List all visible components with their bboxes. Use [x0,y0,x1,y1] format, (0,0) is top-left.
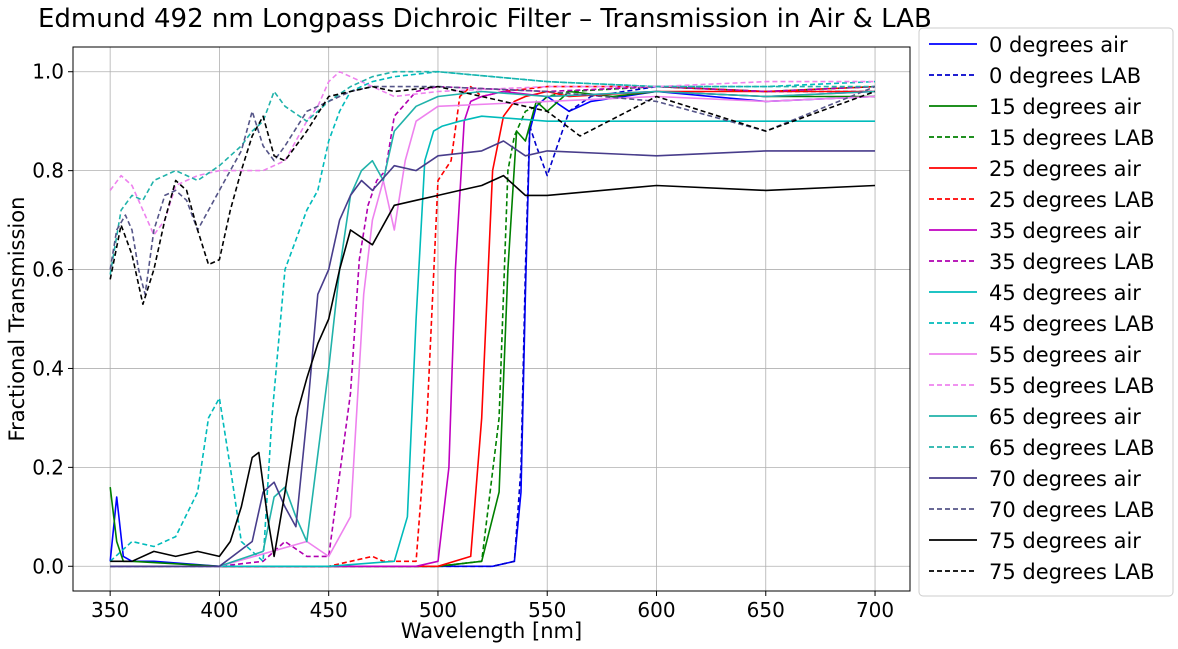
series-line-75-degrees-air [110,174,876,563]
series-group [109,70,876,568]
plot-background [73,47,910,591]
legend-label: 15 degrees LAB [989,126,1155,150]
y-tick-label: 1.0 [32,60,64,84]
y-tick-label: 0.2 [32,455,64,479]
x-tick-label: 550 [528,598,566,622]
series-line-65-degrees-lab [109,70,875,275]
y-tick-label: 0.0 [32,554,64,578]
legend-label: 75 degrees air [989,529,1141,553]
x-tick-label: 700 [856,598,894,622]
x-tick-label: 350 [91,598,129,622]
x-tick-label: 400 [200,598,238,622]
legend-label: 0 degrees air [989,33,1128,57]
chart-title: Edmund 492 nm Longpass Dichroic Filter –… [38,4,932,34]
legend-label: 55 degrees air [989,343,1141,367]
legend-label: 0 degrees LAB [989,64,1141,88]
series-line-55-degrees-air [110,95,876,568]
legend-label: 65 degrees LAB [989,436,1155,460]
legend-label: 45 degrees air [989,281,1141,305]
x-tick-label: 600 [637,598,675,622]
series-line-70-degrees-lab [109,85,876,296]
x-tick-label: 450 [310,598,348,622]
x-tick-label: 650 [747,598,785,622]
legend-label: 35 degrees LAB [989,250,1155,274]
legend-label: 70 degrees air [989,467,1141,491]
legend-label: 15 degrees air [989,95,1141,119]
x-tick-label: 500 [419,598,457,622]
legend-label: 45 degrees LAB [989,312,1155,336]
series-line-75-degrees-lab [109,85,876,306]
legend: 0 degrees air 0 degrees LAB 15 degrees air… [918,27,1174,597]
y-tick-label: 0.6 [32,258,64,282]
y-tick-label: 0.8 [32,159,64,183]
series-line-55-degrees-lab [109,70,875,236]
plot-area: 350 400 450 500 550 600 650 700 0.0 0.2 0.4 0.6 0.8 1… [32,46,911,622]
series-line-65-degrees-air [110,90,876,568]
legend-label: 70 degrees LAB [989,498,1155,522]
series-line-45-degrees-air [110,115,875,568]
series-line-70-degrees-air [110,140,875,568]
y-tick-label: 0.4 [32,356,64,380]
legend-label: 25 degrees LAB [989,188,1155,212]
legend-label: 25 degrees air [989,157,1141,181]
series-line-45-degrees-lab [109,70,876,563]
legend-label: 55 degrees LAB [989,374,1155,398]
series-line-35-degrees-lab [110,85,876,568]
legend-label: 75 degrees LAB [989,560,1155,584]
axes-frame [72,46,911,592]
legend-box [918,27,1174,597]
series-line-25-degrees-lab [110,85,876,568]
y-axis-label: Fractional Transmission [5,197,29,442]
legend-label: 35 degrees air [989,219,1141,243]
legend-label: 65 degrees air [989,405,1141,429]
x-axis-label: Wavelength [nm] [401,619,582,643]
